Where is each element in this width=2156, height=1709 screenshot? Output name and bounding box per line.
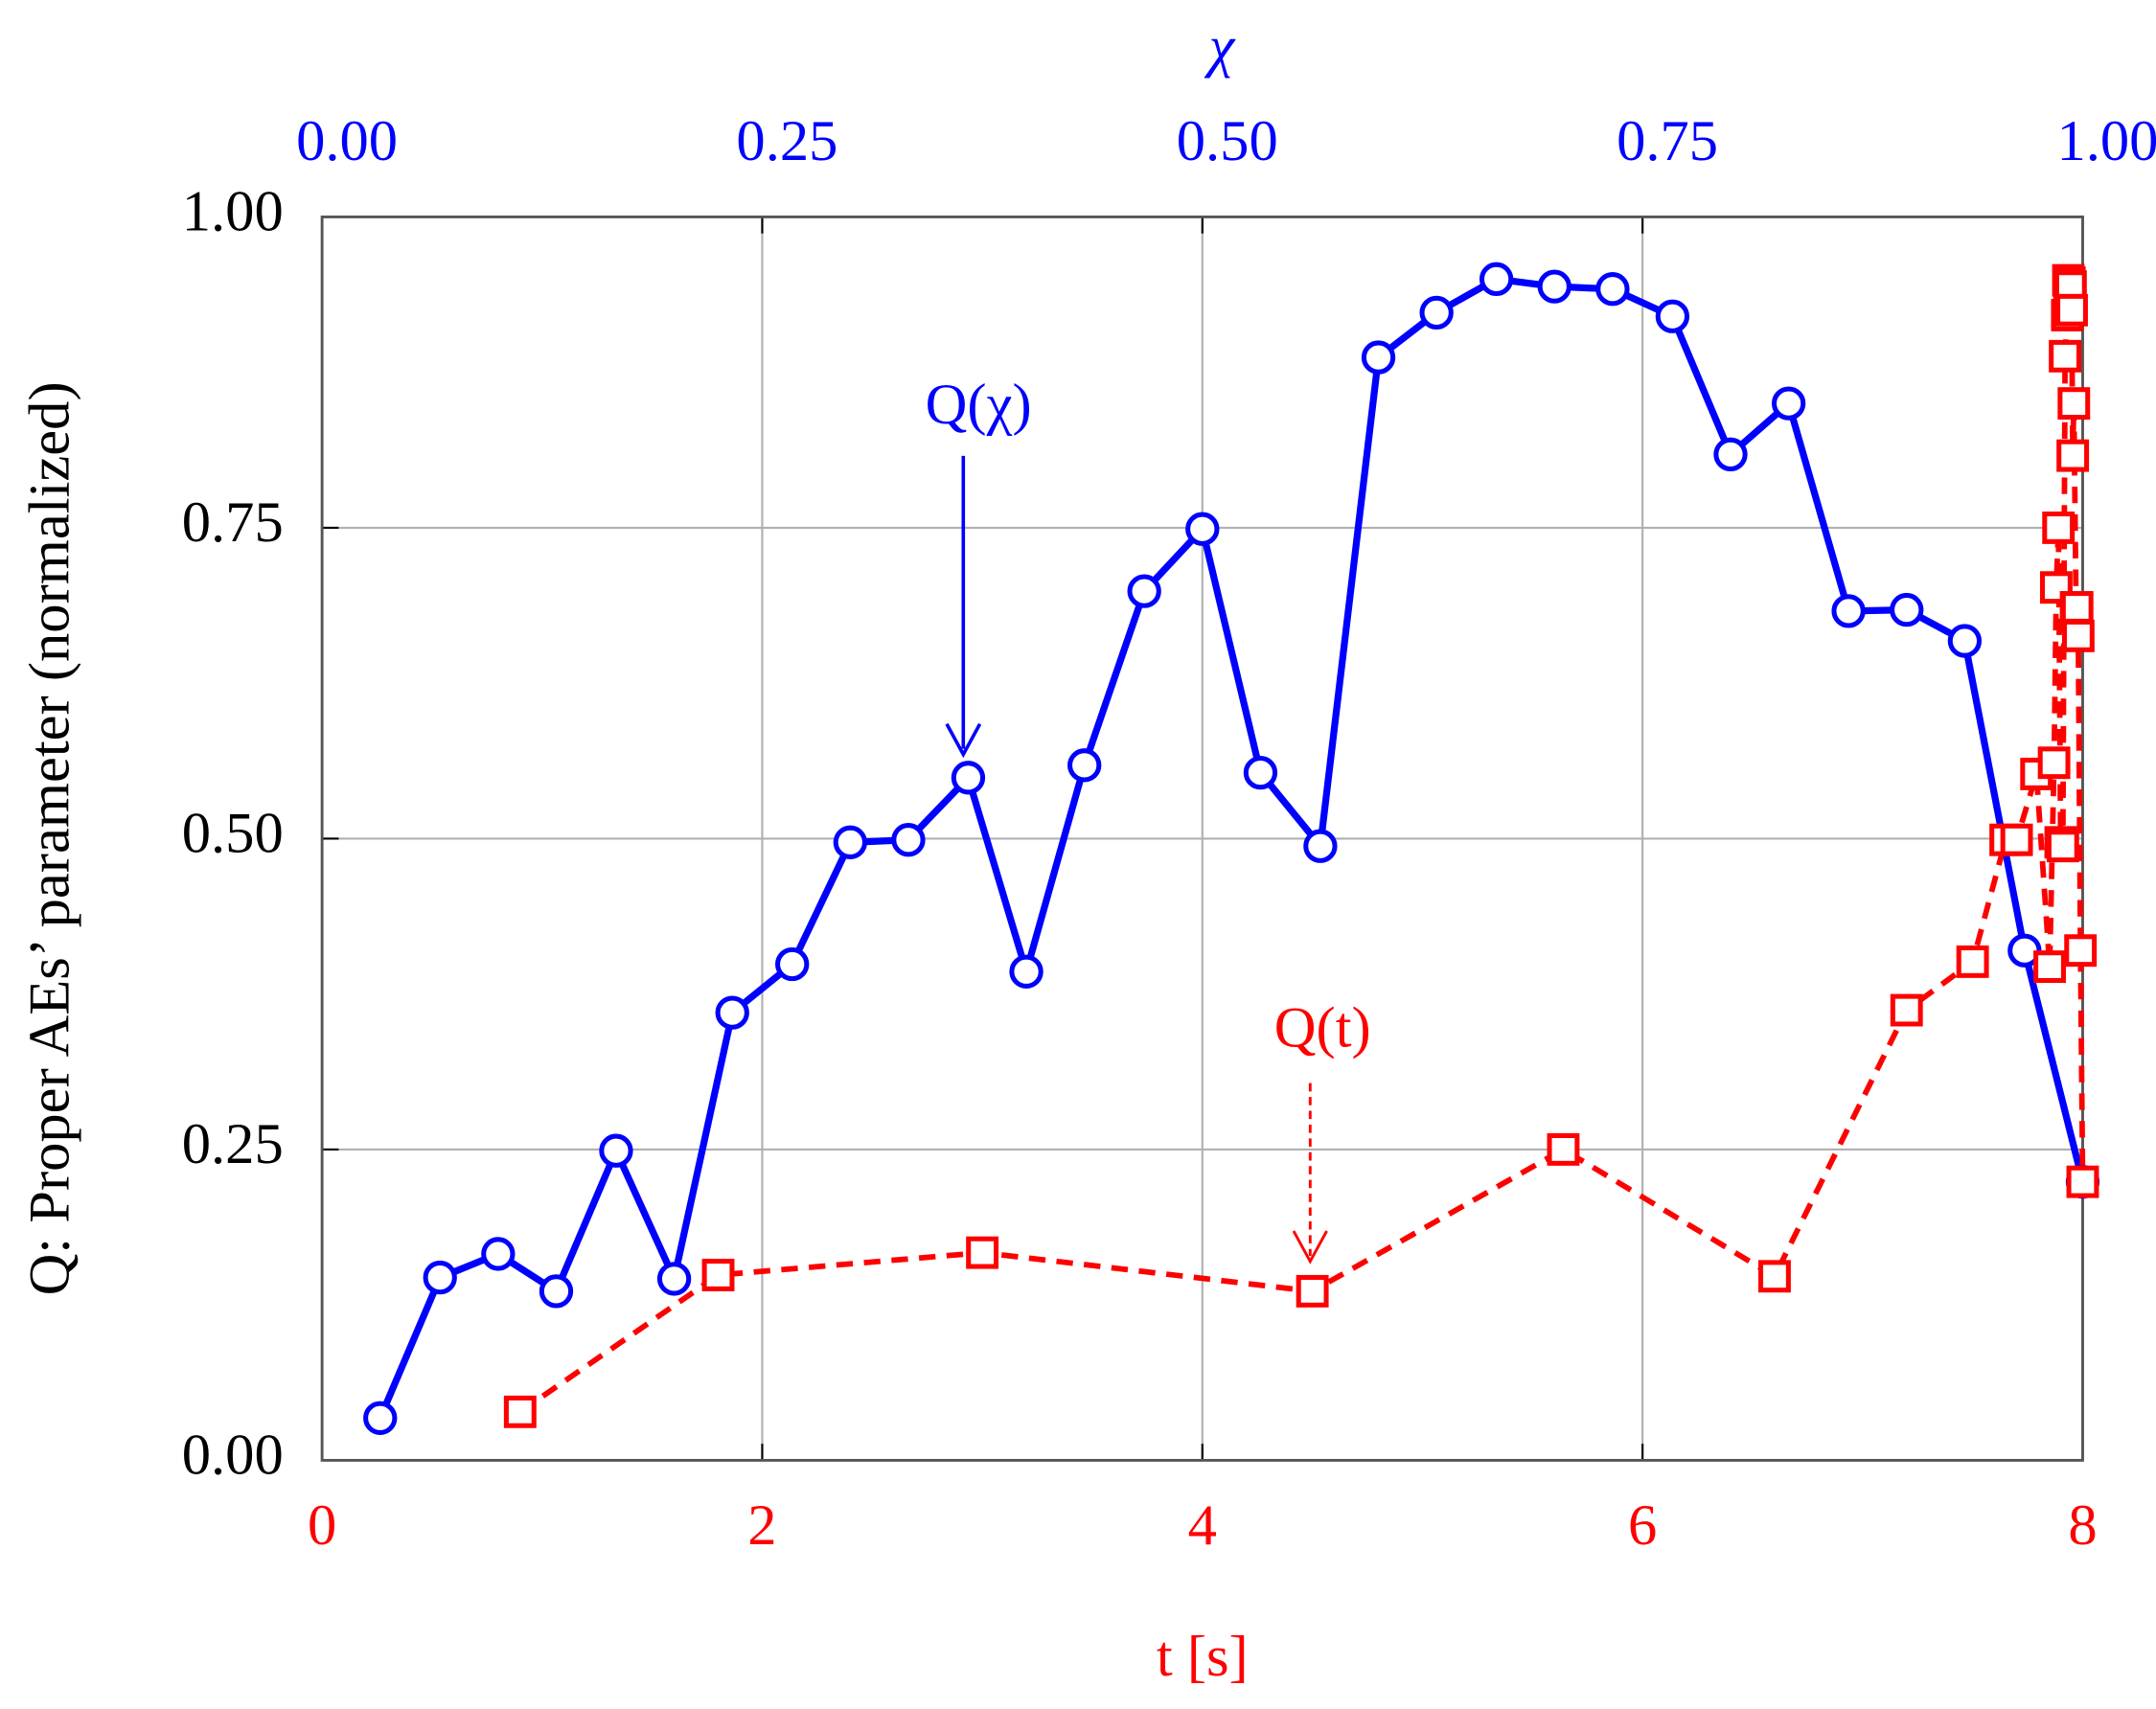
- marker: [2056, 439, 2090, 472]
- annotation: Q(χ): [926, 373, 1032, 437]
- marker: [951, 761, 986, 795]
- marker: [1655, 299, 1690, 333]
- annotation: Q(t): [1274, 996, 1371, 1060]
- marker: [539, 1274, 574, 1309]
- plot-frame: [320, 215, 2084, 1462]
- x-axis-label: t [s]: [1157, 1625, 1249, 1689]
- marker: [1713, 437, 1748, 472]
- marker: [1419, 295, 1454, 330]
- marker: [2049, 339, 2082, 373]
- marker: [833, 825, 867, 859]
- x2-tick-label: 0.50: [1177, 109, 1278, 173]
- marker: [775, 946, 810, 982]
- marker: [1009, 954, 1044, 989]
- annotation-arrowhead: [1292, 1230, 1328, 1265]
- y-tick-label: 0.00: [182, 1423, 284, 1487]
- marker: [481, 1237, 516, 1271]
- marker: [1479, 262, 1514, 296]
- marker: [2057, 387, 2091, 421]
- marker: [2060, 591, 2094, 624]
- y-tick-label: 0.25: [182, 1112, 284, 1176]
- marker: [2064, 934, 2098, 968]
- marker: [2042, 511, 2076, 544]
- marker: [1890, 993, 1923, 1027]
- marker: [1361, 340, 1396, 375]
- marker: [1771, 386, 1806, 421]
- y-axis-label: Q: Proper AEs’ parameter (normalized): [18, 381, 82, 1295]
- marker: [2066, 1165, 2099, 1198]
- marker: [1757, 1260, 1791, 1293]
- y-tick-label: 0.50: [182, 801, 284, 865]
- marker: [2033, 950, 2066, 984]
- marker: [503, 1395, 537, 1428]
- marker: [1067, 748, 1102, 783]
- marker: [1831, 594, 1866, 628]
- marker: [966, 1236, 999, 1269]
- marker: [1890, 592, 1924, 627]
- marker: [1547, 1132, 1580, 1166]
- x2-tick-label: 0.00: [296, 109, 398, 173]
- marker: [1947, 624, 1983, 658]
- marker: [1303, 829, 1338, 863]
- marker: [701, 1259, 735, 1291]
- marker: [1537, 269, 1571, 304]
- x2-tick-label: 1.00: [2056, 109, 2156, 173]
- marker: [363, 1401, 398, 1435]
- y-tick-label: 0.75: [182, 490, 284, 555]
- marker: [715, 995, 749, 1030]
- marker: [1595, 272, 1630, 307]
- marker: [2055, 293, 2088, 327]
- marker: [2061, 619, 2095, 652]
- marker: [599, 1133, 633, 1168]
- marker: [891, 823, 926, 857]
- marker: [1243, 755, 1278, 790]
- series-line: [518, 277, 2086, 1415]
- x2-tick-label: 0.75: [1617, 109, 1718, 173]
- x2-tick-label: 0.25: [736, 109, 837, 173]
- marker: [1127, 574, 1161, 608]
- annotation-arrowhead: [945, 722, 982, 759]
- marker: [2037, 746, 2071, 780]
- x-tick-label: 0: [308, 1493, 336, 1558]
- x-tick-label: 8: [2068, 1493, 2097, 1558]
- y-tick-label: 1.00: [182, 179, 284, 243]
- x-tick-label: 2: [747, 1493, 776, 1558]
- marker: [2000, 823, 2033, 856]
- marker: [1296, 1274, 1329, 1308]
- marker: [2046, 830, 2079, 863]
- x-tick-label: 4: [1188, 1493, 1217, 1558]
- marker: [1956, 945, 1989, 978]
- marker: [1185, 512, 1220, 546]
- marker: [423, 1260, 457, 1295]
- series-line: [377, 275, 2086, 1420]
- x2-axis-label: χ: [1204, 15, 1236, 80]
- marker: [656, 1262, 692, 1296]
- x-tick-label: 6: [1628, 1493, 1657, 1558]
